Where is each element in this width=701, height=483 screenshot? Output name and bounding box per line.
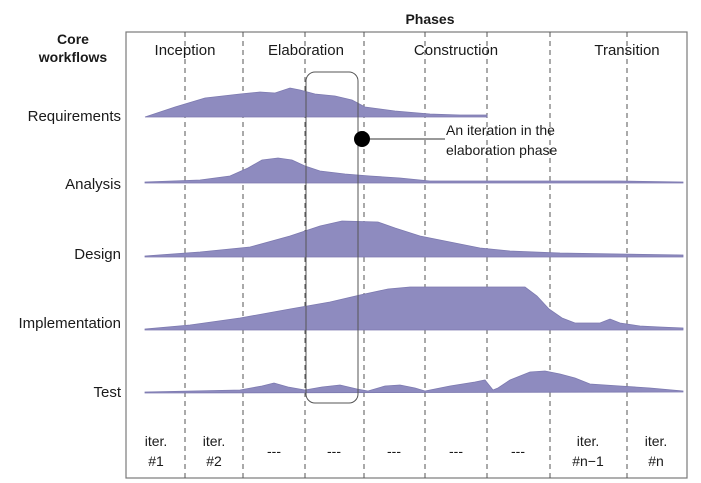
- iteration-label-3: ---: [267, 443, 281, 459]
- hump-implementation: [144, 286, 684, 331]
- annotation-line-2: elaboration phase: [446, 142, 558, 158]
- rows-header-line-1: Core: [57, 31, 89, 47]
- hump-design: [144, 220, 684, 258]
- workflow-label-implementation: Implementation: [18, 315, 121, 332]
- workload-humps: [144, 87, 684, 394]
- workflow-label-test: Test: [93, 384, 121, 401]
- workflow-label-design: Design: [74, 246, 121, 263]
- hump-requirements: [144, 87, 488, 118]
- iteration-label-8a: iter.: [577, 433, 600, 449]
- phase-label-construction: Construction: [414, 42, 498, 59]
- iteration-label-5: ---: [387, 443, 401, 459]
- iteration-label-2b: #2: [206, 453, 222, 469]
- workflow-label-requirements: Requirements: [28, 108, 121, 125]
- iteration-label-6: ---: [449, 443, 463, 459]
- annotation-line-1: An iteration in the: [446, 122, 555, 138]
- iteration-label-1a: iter.: [145, 433, 168, 449]
- hump-test: [144, 370, 684, 394]
- hump-analysis: [144, 157, 684, 184]
- iteration-label-9b: #n: [648, 453, 664, 469]
- iteration-label-2a: iter.: [203, 433, 226, 449]
- iteration-label-4: ---: [327, 443, 341, 459]
- iteration-labels: iter. #1 iter. #2 --- --- --- --- --- it…: [145, 433, 668, 469]
- iteration-label-7: ---: [511, 443, 525, 459]
- diagram-title: Phases: [405, 11, 454, 27]
- iteration-label-1b: #1: [148, 453, 164, 469]
- phase-label-inception: Inception: [155, 42, 216, 59]
- iteration-label-8b: #n−1: [572, 453, 604, 469]
- highlighted-iteration-box: [305, 71, 359, 404]
- phase-label-elaboration: Elaboration: [268, 42, 344, 59]
- annotation-dot: [354, 131, 370, 147]
- rows-header-line-2: workflows: [38, 49, 108, 65]
- phase-label-transition: Transition: [594, 42, 659, 59]
- workflow-label-analysis: Analysis: [65, 176, 121, 193]
- diagram-frame: [125, 31, 688, 479]
- iteration-label-9a: iter.: [645, 433, 668, 449]
